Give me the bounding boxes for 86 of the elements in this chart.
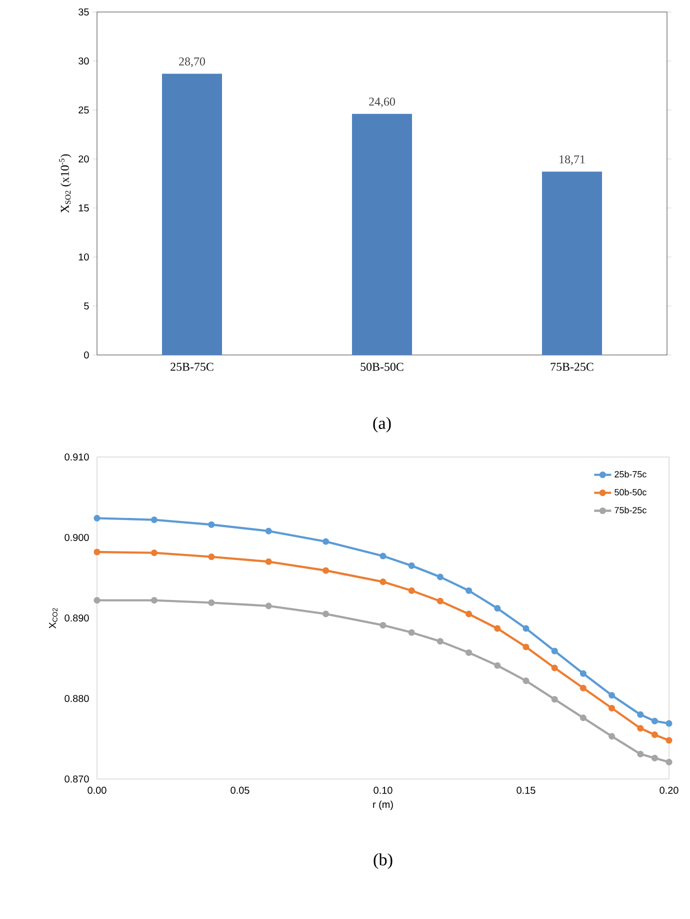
data-label: 24,60 — [369, 98, 395, 108]
point — [637, 725, 644, 732]
point — [150, 550, 158, 556]
point — [408, 562, 415, 569]
point — [380, 578, 386, 586]
y-tick-label: 35 — [78, 8, 89, 16]
x-tick-label: 0.00 — [88, 786, 106, 794]
y-tick-label: 20 — [78, 155, 89, 163]
point — [637, 711, 644, 718]
y-axis-title: X$_{SO2}$ (x10$^{-5}$) — [59, 154, 72, 213]
point — [265, 528, 272, 534]
y-tick-label: 0.880 — [64, 694, 89, 702]
point — [208, 599, 215, 606]
point — [580, 684, 586, 692]
point — [551, 664, 558, 672]
x-tick-label: 25B-75C — [170, 362, 214, 371]
point — [322, 538, 330, 545]
point — [380, 622, 386, 629]
x-axis-title: r (m) — [373, 800, 393, 810]
point — [408, 587, 415, 594]
point — [580, 714, 586, 722]
data-label: 28,70 — [179, 57, 205, 68]
x-tick-label: 0.15 — [516, 786, 536, 794]
point — [466, 649, 472, 656]
y-tick-label: 0.910 — [64, 453, 89, 461]
point — [436, 598, 444, 604]
point — [608, 692, 616, 699]
bar — [162, 74, 222, 355]
y-axis-title: X$_{CO2}$ — [49, 608, 58, 629]
legend-label: 75b-25c — [614, 506, 646, 514]
point — [522, 644, 530, 650]
point — [265, 602, 272, 610]
bar — [352, 114, 412, 355]
point — [637, 750, 644, 758]
point — [651, 718, 658, 724]
point — [208, 521, 215, 528]
point — [666, 758, 672, 766]
point — [322, 610, 330, 618]
point — [265, 558, 272, 565]
point — [94, 548, 100, 556]
point — [494, 605, 501, 612]
point — [150, 516, 158, 524]
y-tick-label: 10 — [78, 253, 89, 261]
y-tick-label: 15 — [78, 204, 89, 212]
y-tick-label: 30 — [78, 57, 89, 65]
text: (a) — [373, 416, 391, 432]
bar — [542, 172, 602, 355]
y-tick-label: 0.890 — [64, 614, 89, 622]
point — [322, 567, 330, 574]
y-tick-label: 5 — [84, 302, 89, 310]
point — [408, 629, 415, 636]
y-tick-label: 0.900 — [64, 534, 89, 542]
y-tick-label: 0.870 — [64, 775, 89, 783]
point — [466, 587, 472, 594]
x-tick-label: 75B-25C — [550, 362, 594, 371]
y-tick-label: 25 — [78, 106, 89, 114]
x-tick-label: 0.05 — [230, 786, 250, 794]
point — [208, 554, 215, 560]
point — [466, 610, 472, 618]
point — [522, 678, 530, 684]
point — [651, 754, 658, 762]
point — [580, 670, 586, 677]
data-label: 18,71 — [560, 155, 585, 166]
point — [551, 648, 558, 654]
point — [608, 704, 616, 712]
point — [494, 662, 501, 669]
y-tick-label: 0 — [84, 351, 89, 359]
x-tick-label: 0.10 — [374, 786, 392, 794]
legend-label: 25b-75c — [614, 470, 646, 478]
point — [651, 731, 658, 738]
point — [380, 552, 386, 560]
point — [436, 638, 444, 645]
legend-label: 50b-50c — [614, 488, 646, 496]
point — [436, 574, 444, 580]
point — [551, 696, 558, 703]
point — [666, 737, 672, 744]
point — [94, 597, 100, 604]
point — [522, 625, 530, 632]
x-tick-label: 0.20 — [660, 786, 678, 794]
x-tick-label: 50B-50C — [360, 362, 404, 371]
point — [608, 733, 616, 740]
point — [666, 720, 672, 727]
text: (b) — [374, 853, 392, 869]
point — [494, 625, 501, 632]
point — [94, 514, 100, 522]
point — [150, 597, 158, 604]
